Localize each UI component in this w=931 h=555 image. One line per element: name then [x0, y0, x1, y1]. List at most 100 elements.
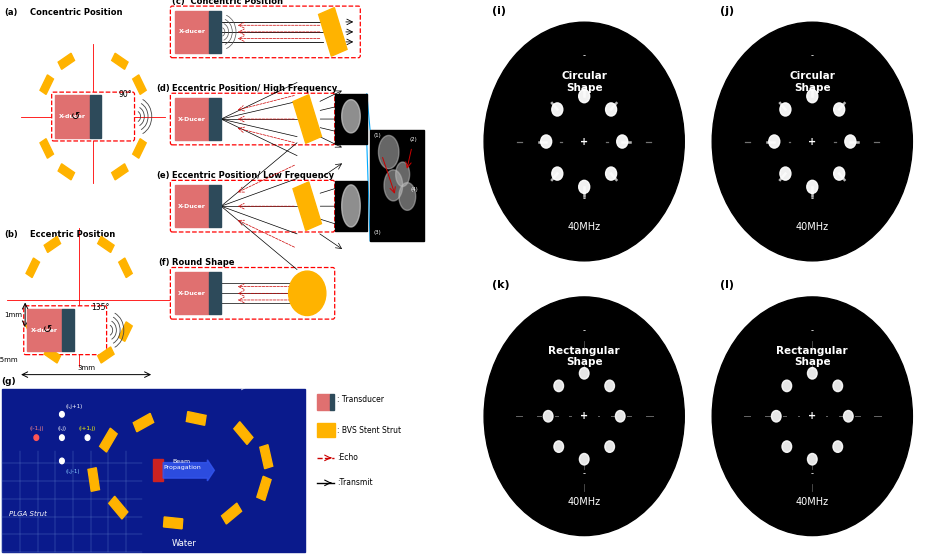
Bar — [2, 388, 304, 552]
Text: Concentric Position: Concentric Position — [30, 8, 123, 17]
Text: 40MHz: 40MHz — [568, 223, 600, 233]
Circle shape — [780, 167, 791, 180]
Circle shape — [86, 435, 89, 441]
Bar — [318, 8, 347, 56]
Circle shape — [780, 103, 791, 116]
Circle shape — [807, 89, 817, 103]
Text: Eccentric Position: Eccentric Position — [30, 230, 115, 239]
Bar — [133, 139, 146, 158]
Text: 135°: 135° — [91, 304, 109, 312]
Text: +: + — [808, 411, 816, 421]
Text: (e): (e) — [156, 171, 169, 180]
Polygon shape — [342, 185, 360, 227]
Circle shape — [34, 435, 39, 441]
Text: (l+1,j): (l+1,j) — [79, 426, 96, 431]
Bar — [164, 517, 182, 529]
Text: (3): (3) — [373, 230, 382, 235]
Text: (l): (l) — [721, 280, 735, 290]
Text: 1mm: 1mm — [5, 312, 22, 318]
Polygon shape — [396, 162, 410, 186]
Text: (g): (g) — [2, 377, 16, 386]
Bar — [317, 394, 330, 410]
FancyBboxPatch shape — [170, 268, 335, 319]
Bar — [58, 164, 74, 180]
Bar — [133, 75, 146, 94]
Bar — [257, 476, 271, 501]
Text: -: - — [811, 194, 814, 203]
Circle shape — [605, 167, 616, 180]
Text: (a): (a) — [5, 8, 18, 17]
Text: ↺: ↺ — [43, 325, 52, 335]
Circle shape — [579, 453, 589, 465]
Circle shape — [554, 441, 563, 452]
Bar — [58, 53, 74, 69]
Circle shape — [833, 380, 843, 392]
Bar — [370, 130, 424, 241]
Circle shape — [605, 441, 614, 452]
Text: Round Shape: Round Shape — [172, 258, 235, 267]
Text: -: - — [811, 469, 814, 478]
FancyBboxPatch shape — [170, 180, 335, 232]
Text: Circular
Shape: Circular Shape — [789, 71, 835, 93]
Text: (4): (4) — [411, 187, 418, 192]
Bar — [293, 95, 321, 143]
Text: (l-1,j): (l-1,j) — [29, 426, 44, 431]
Text: Circular
Shape: Circular Shape — [561, 71, 607, 93]
Polygon shape — [385, 170, 402, 201]
Circle shape — [782, 380, 791, 392]
Text: Stent Rotation: Stent Rotation — [199, 349, 246, 393]
Bar — [317, 423, 335, 437]
Bar — [175, 272, 209, 314]
Text: (d): (d) — [156, 84, 169, 93]
Text: ↺: ↺ — [71, 112, 80, 122]
Bar — [133, 413, 154, 432]
FancyBboxPatch shape — [170, 6, 360, 58]
Text: +: + — [808, 137, 816, 147]
Polygon shape — [342, 100, 360, 133]
Circle shape — [616, 135, 627, 148]
Bar — [112, 53, 128, 69]
Bar — [44, 347, 61, 363]
Text: Rectangular
Shape: Rectangular Shape — [548, 346, 620, 367]
Text: X-ducer: X-ducer — [179, 29, 206, 34]
Circle shape — [544, 411, 553, 422]
Bar — [175, 11, 209, 53]
Bar — [186, 412, 206, 425]
Text: Water: Water — [171, 538, 196, 548]
Bar — [209, 98, 222, 140]
Bar — [61, 309, 74, 351]
Text: (l,j): (l,j) — [58, 426, 66, 431]
Bar — [209, 11, 222, 53]
Circle shape — [807, 180, 817, 194]
Circle shape — [807, 367, 817, 379]
Text: +: + — [580, 411, 588, 421]
Bar — [40, 139, 53, 158]
Circle shape — [712, 297, 912, 536]
Circle shape — [843, 411, 853, 422]
Text: (1): (1) — [373, 133, 382, 138]
FancyBboxPatch shape — [170, 93, 335, 145]
Text: -: - — [583, 326, 586, 335]
Circle shape — [605, 380, 614, 392]
Text: (k): (k) — [492, 280, 510, 290]
Bar — [175, 185, 209, 227]
Bar — [88, 468, 100, 491]
Text: (l,j+1): (l,j+1) — [65, 404, 83, 410]
Bar — [119, 322, 132, 341]
Bar — [175, 98, 209, 140]
Text: Eccentric Position/ Low Frequency: Eccentric Position/ Low Frequency — [172, 171, 334, 180]
Circle shape — [769, 135, 780, 148]
Circle shape — [844, 135, 856, 148]
Circle shape — [712, 22, 912, 261]
Text: -: - — [583, 194, 586, 203]
Bar — [330, 394, 334, 410]
Text: :Echo: :Echo — [337, 453, 358, 462]
Text: PLGA Strut: PLGA Strut — [9, 511, 47, 517]
Text: -: - — [583, 51, 586, 60]
Bar — [335, 94, 367, 144]
Bar — [153, 460, 163, 481]
Text: 40MHz: 40MHz — [568, 497, 600, 507]
Text: (f): (f) — [158, 258, 169, 267]
Bar — [222, 503, 242, 524]
Bar — [335, 181, 367, 231]
